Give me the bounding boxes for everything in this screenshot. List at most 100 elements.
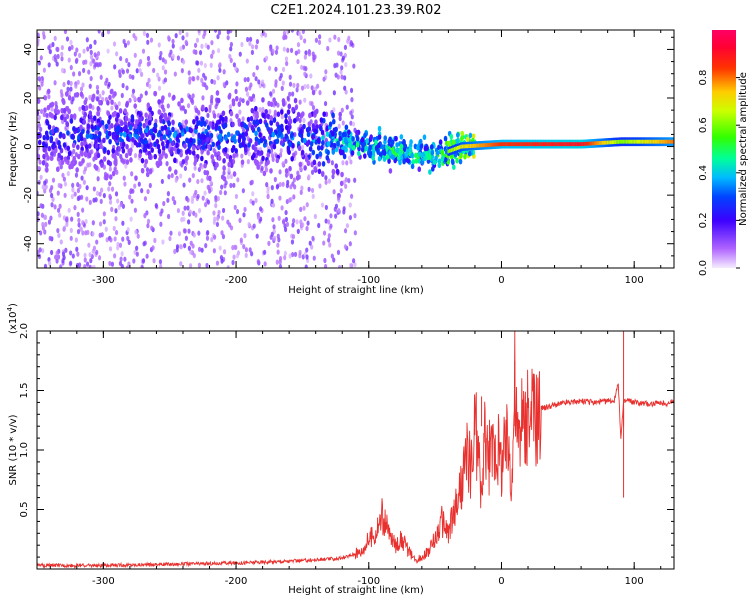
spectrogram-cell [96, 89, 100, 95]
spectrogram-cell [157, 42, 161, 48]
spectrogram-cell [147, 120, 152, 126]
spectrogram-cell [276, 249, 280, 255]
spectrogram-cell [196, 75, 200, 81]
spectrogram-cell [188, 94, 192, 100]
spectrogram-cell [192, 118, 196, 125]
spectrogram-cell [76, 79, 80, 85]
spectrogram-cell [266, 159, 270, 166]
spectrogram-cell [305, 202, 309, 208]
spectrogram-cell [171, 119, 175, 126]
spectrogram-cell [205, 235, 210, 241]
spectrogram-cell [67, 108, 72, 115]
spectrogram-cell [463, 153, 467, 160]
spectrogram-cell [322, 240, 326, 246]
spectrogram-cell [351, 136, 355, 142]
spectrogram-cell [121, 220, 125, 226]
spectrogram-cell [201, 144, 206, 151]
spectrogram-cell [135, 119, 139, 125]
spectrogram-cell [91, 96, 95, 103]
spectrogram-cell [125, 85, 129, 91]
spectrogram-cell [247, 151, 251, 157]
spectrogram-cell [158, 129, 162, 136]
spectrogram-cell [296, 58, 300, 65]
spectrogram-cell [550, 142, 554, 147]
spectrogram-cell [231, 100, 236, 107]
spectrogram-cell [116, 245, 120, 251]
spectrogram-cell [293, 97, 298, 104]
spectrogram-cell [37, 114, 41, 121]
spectrogram-cell [145, 119, 149, 125]
spectrogram-y-label: Frequency (Hz) [8, 111, 19, 187]
spectrogram-cell [182, 216, 186, 222]
spectrogram-cell [231, 121, 235, 128]
spectrogram-cell [131, 188, 135, 194]
spectrogram-cell [186, 205, 190, 211]
spectrogram-cell [304, 264, 308, 268]
spectrogram-cell [317, 161, 322, 167]
spectrogram-cell [477, 143, 481, 148]
spectrogram-cell [531, 142, 535, 147]
spectrogram-cell [41, 184, 45, 190]
spectrogram-cell [296, 228, 300, 234]
spectrogram-cell [62, 176, 67, 182]
snr-y-tick-label: 0.5 [19, 502, 30, 518]
spectrogram-cell [276, 242, 280, 248]
spectrogram-cell [81, 158, 85, 164]
spectrogram-cell [228, 53, 232, 60]
spectrogram-cell [215, 162, 219, 168]
spectrogram-cell [105, 77, 109, 83]
spectrogram-cell [289, 132, 294, 139]
spectrogram-cell [235, 95, 239, 102]
spectrogram-cell [278, 169, 282, 175]
spectrogram-cell [108, 174, 113, 180]
spectrogram-cell [85, 37, 89, 43]
spectrogram-cell [283, 255, 287, 261]
snr-y-label: SNR (10 * v/v) [8, 414, 19, 485]
spectrogram-cell [203, 30, 207, 33]
spectrogram-cell [106, 159, 111, 166]
spectrogram-cell [222, 249, 227, 255]
spectrogram-cell [203, 190, 207, 196]
spectrogram-cell [161, 145, 166, 152]
spectrogram-cell [37, 179, 41, 185]
spectrogram-cell [90, 124, 94, 130]
spectrogram-cell [181, 210, 185, 216]
spectrogram-cell [156, 143, 161, 150]
spectrogram-cell [317, 39, 322, 45]
spectrogram-cell [83, 166, 88, 172]
spectrogram-cell [146, 188, 150, 195]
spectrogram-cell [554, 142, 557, 147]
spectrogram-cell [202, 134, 207, 140]
spectrogram-cell [44, 184, 48, 190]
spectrogram-frame [36, 29, 675, 269]
spectrogram-cell [51, 196, 55, 202]
spectrogram-cell [123, 131, 127, 138]
spectrogram-cell [69, 80, 73, 87]
spectrogram-cell [624, 139, 627, 144]
spectrogram-cell [148, 168, 153, 174]
spectrogram-cell [104, 123, 109, 130]
spectrogram-cell [350, 97, 354, 103]
spectrogram-cell [37, 76, 41, 82]
spectrogram-cell [539, 142, 543, 147]
spectrogram-cell [89, 54, 94, 60]
spectrogram-cell [560, 142, 564, 147]
spectrogram-cell [69, 64, 73, 71]
spectrogram-cell [254, 105, 258, 112]
spectrogram-cell [385, 144, 389, 151]
spectrogram-cell [528, 142, 532, 147]
spectrogram-cell [295, 87, 299, 93]
spectrogram-cell [146, 55, 151, 62]
spectrogram-cell [474, 143, 478, 148]
spectrogram-cell [159, 154, 163, 160]
spectrogram-cell [319, 125, 323, 132]
spectrogram-cell [287, 149, 291, 155]
spectrogram-cell [165, 139, 170, 146]
spectrogram-cell [67, 150, 72, 157]
spectrogram-cell [410, 152, 414, 159]
colorbar-tick-label: 0.6 [698, 117, 709, 133]
spectrogram-cell [449, 133, 454, 140]
spectrogram-cell [258, 83, 262, 89]
snr-series-line [37, 331, 674, 569]
spectrogram-cell [92, 197, 96, 203]
